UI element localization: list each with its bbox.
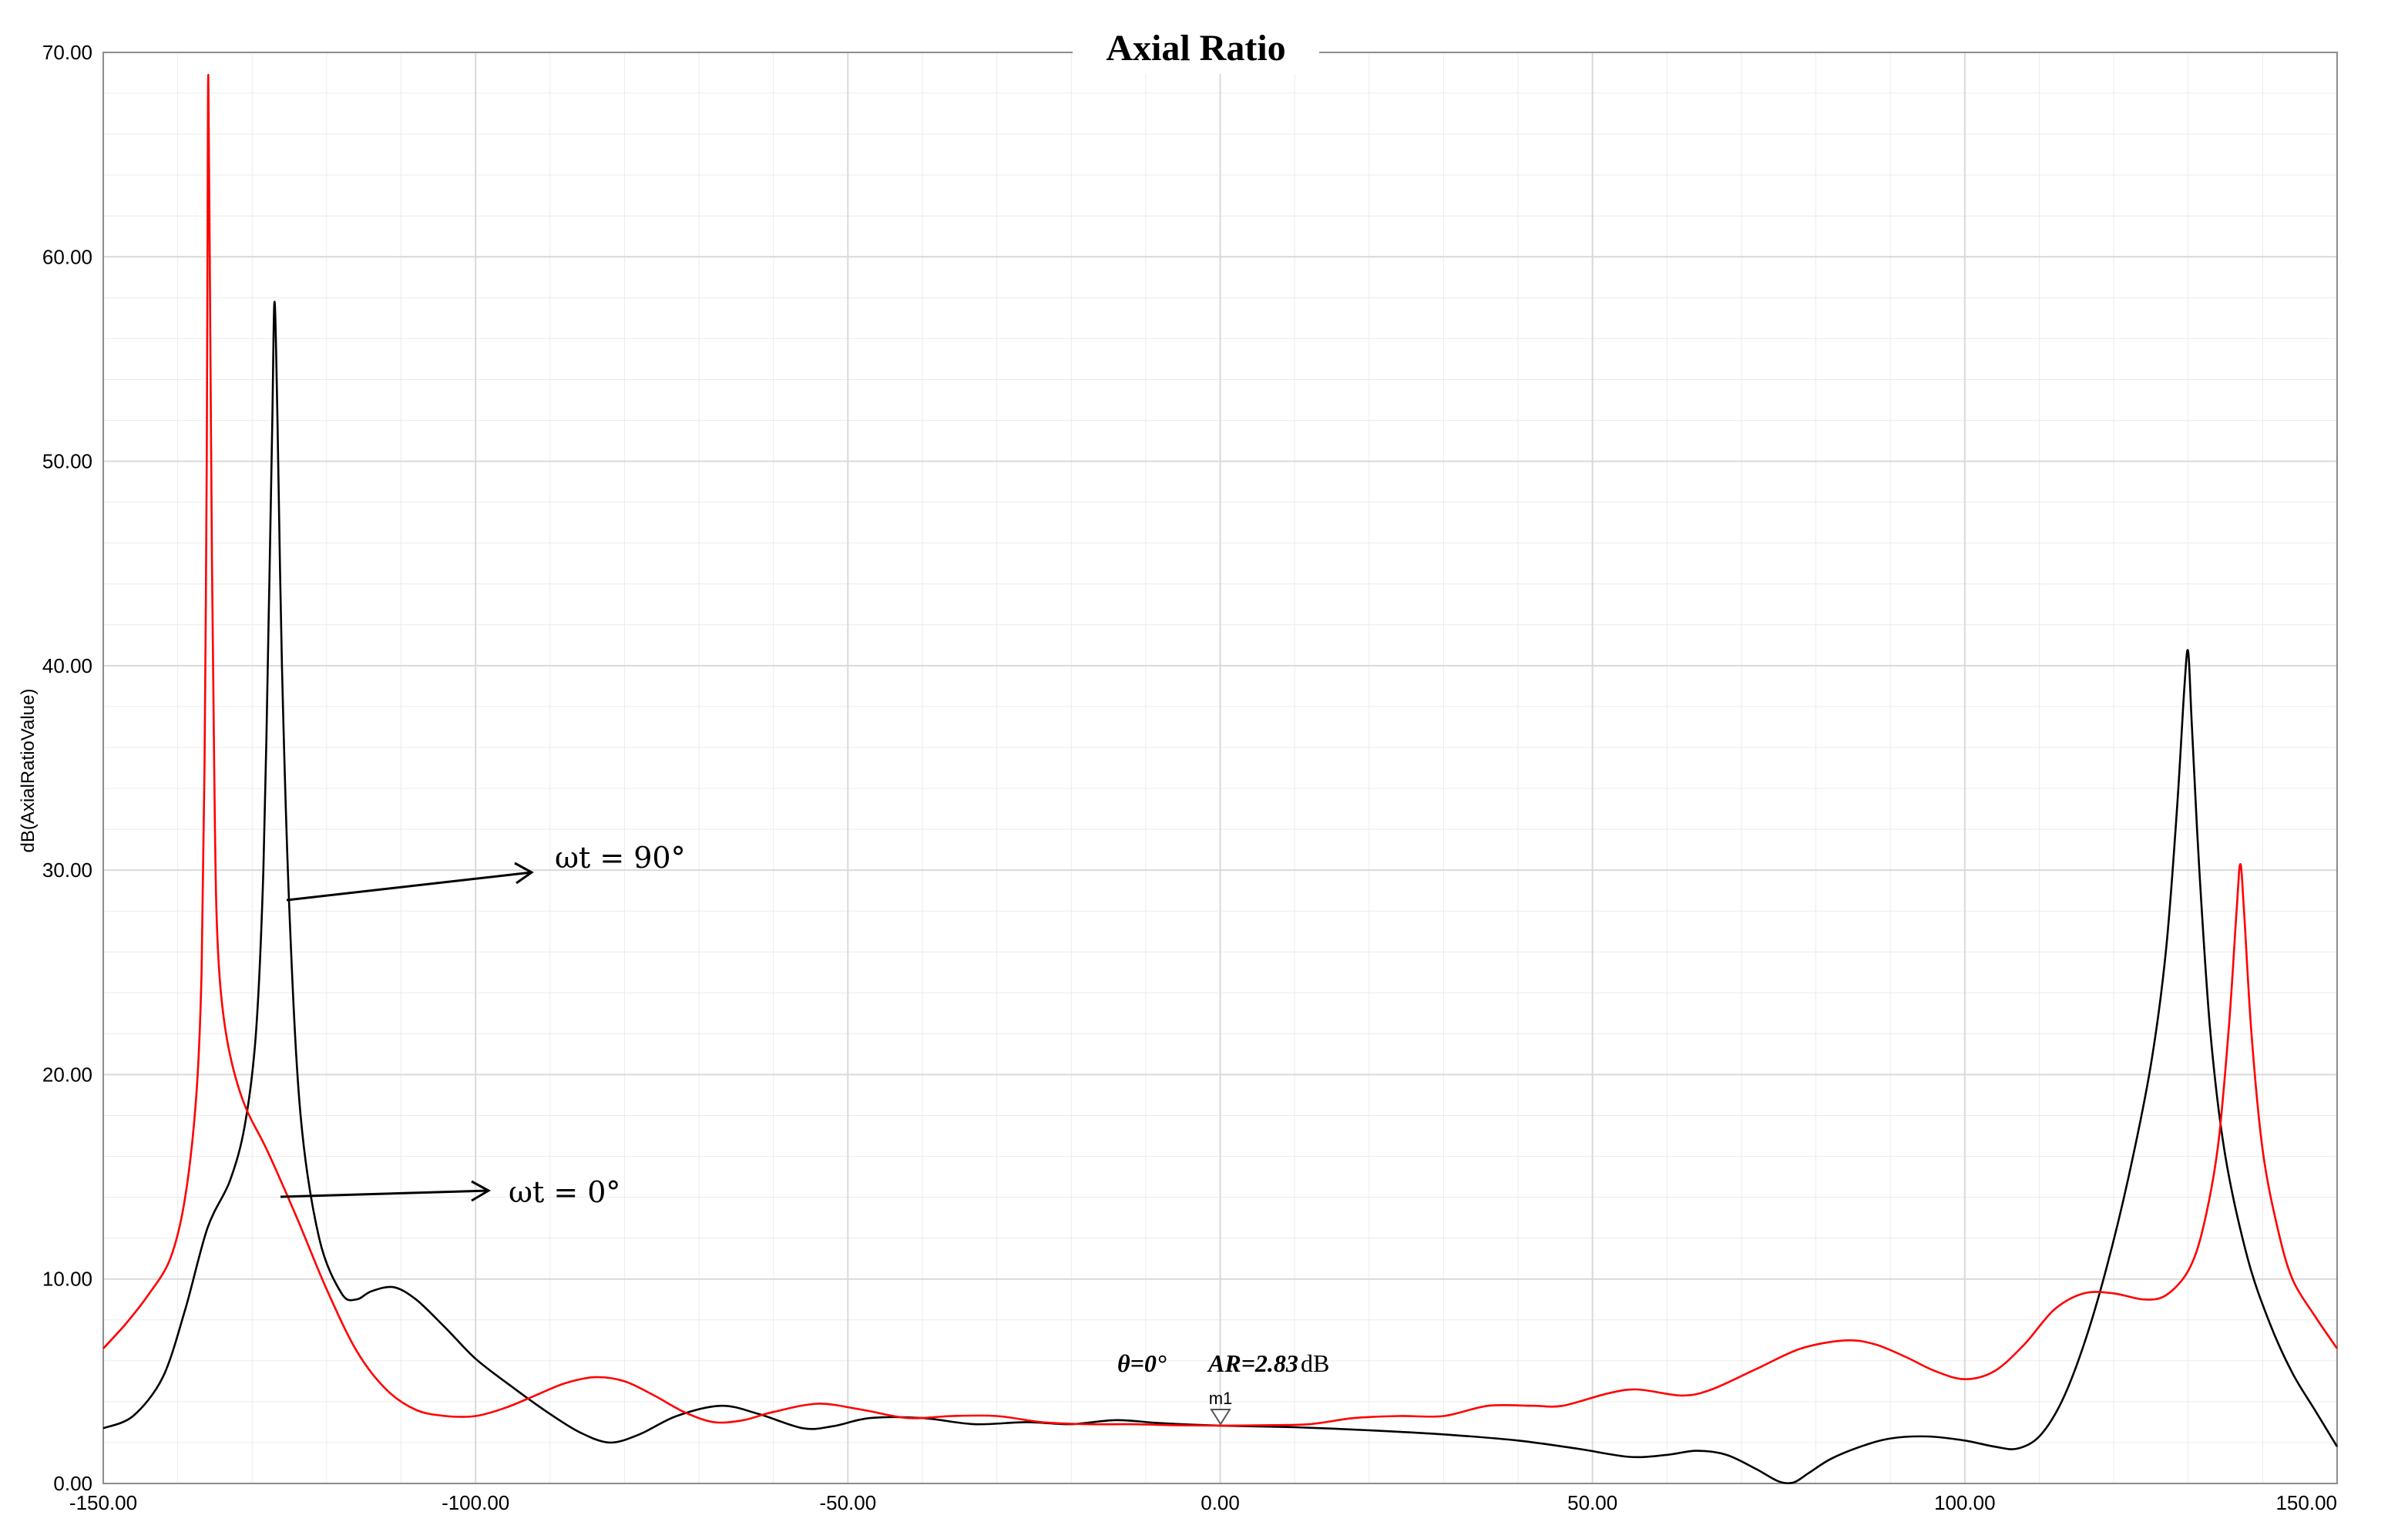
annotation-label-wt-0: ωt = 0° bbox=[509, 1175, 620, 1209]
x-tick-label: 100.00 bbox=[1934, 1491, 1996, 1514]
annotation-arrow-wt-90 bbox=[286, 871, 532, 902]
title-background bbox=[1073, 23, 1319, 74]
y-axis-label: dB(AxialRatioValue) bbox=[18, 689, 39, 853]
annotation-wt-90: ωt = 90° bbox=[286, 841, 686, 902]
x-tick-label: -150.00 bbox=[69, 1491, 137, 1514]
series-line-black bbox=[102, 301, 2339, 1485]
marker-theta-label: θ=0° bbox=[1117, 1349, 1167, 1377]
y-tick-label: 30.00 bbox=[42, 858, 92, 882]
y-tick-label: 50.00 bbox=[42, 450, 92, 473]
arrow-head-icon bbox=[471, 1180, 492, 1202]
annotation-wt-0: ωt = 0° bbox=[280, 1175, 620, 1209]
x-tick-labels: -150.00 -100.00 -50.00 0.00 50.00 100.00 150.0… bbox=[69, 1491, 2337, 1514]
x-tick-label: 150.00 bbox=[2275, 1491, 2337, 1514]
annotation-label-wt-90: ωt = 90° bbox=[555, 841, 686, 875]
marker-unit-label: dB bbox=[1301, 1349, 1329, 1377]
y-tick-label: 70.00 bbox=[42, 41, 92, 64]
y-tick-labels: 0.00 10.00 20.00 30.00 40.00 50.00 60.00 70.00 bbox=[42, 41, 92, 1495]
marker-ar-label: AR=2.83 bbox=[1207, 1349, 1298, 1377]
x-tick-label: -100.00 bbox=[442, 1491, 509, 1514]
annotation-arrow-wt-0 bbox=[280, 1189, 489, 1198]
arrow-head-icon bbox=[514, 862, 534, 885]
marker-triangle-icon[interactable] bbox=[1210, 1409, 1231, 1426]
series-layer bbox=[102, 73, 2339, 1485]
y-tick-label: 10.00 bbox=[42, 1268, 92, 1291]
chart-title: Axial Ratio bbox=[1106, 28, 1285, 69]
y-tick-label: 0.00 bbox=[53, 1472, 92, 1495]
y-tick-label: 60.00 bbox=[42, 245, 92, 268]
y-tick-label: 20.00 bbox=[42, 1063, 92, 1086]
x-tick-label: 50.00 bbox=[1567, 1491, 1617, 1514]
marker-name: m1 bbox=[1209, 1389, 1233, 1408]
x-tick-label: 0.00 bbox=[1201, 1491, 1240, 1514]
major-grid bbox=[102, 52, 2338, 1484]
series-line-red bbox=[102, 73, 2339, 1427]
y-tick-label: 40.00 bbox=[42, 654, 92, 677]
marker-m1[interactable]: θ=0° AR=2.83 dB m1 bbox=[1117, 1349, 1329, 1426]
x-tick-label: -50.00 bbox=[819, 1491, 876, 1514]
